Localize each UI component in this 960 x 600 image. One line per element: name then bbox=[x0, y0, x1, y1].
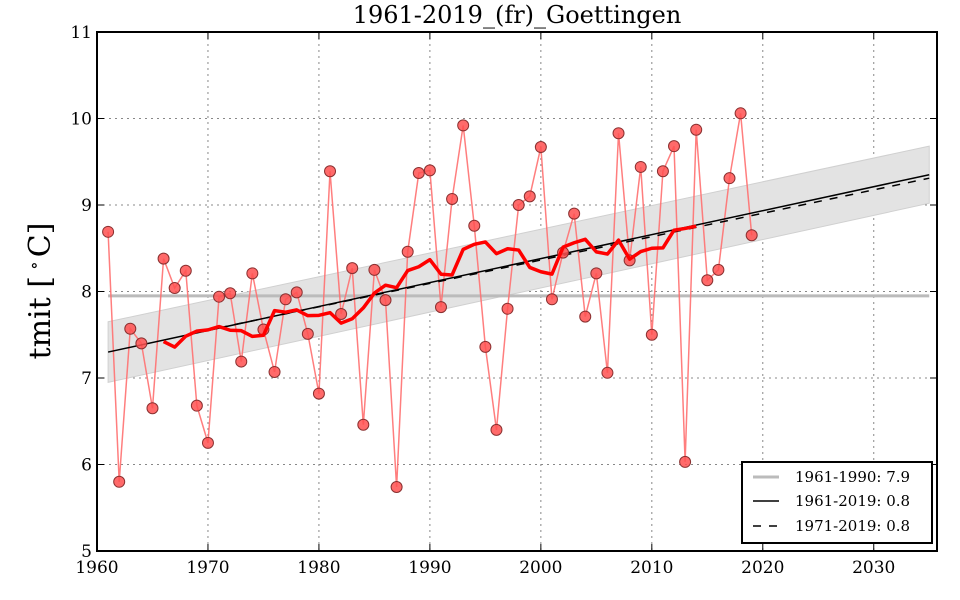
annual-point bbox=[179, 264, 192, 277]
annual-point bbox=[545, 293, 558, 306]
annual-point bbox=[168, 282, 181, 295]
x-tick-label: 2000 bbox=[519, 558, 562, 578]
annual-point bbox=[634, 160, 647, 173]
y-tick-label: 9 bbox=[81, 196, 92, 216]
annual-point bbox=[701, 274, 714, 287]
y-axis-label-unit: C] bbox=[23, 223, 58, 258]
annual-point bbox=[723, 172, 736, 185]
annual-point bbox=[745, 229, 758, 242]
annual-point bbox=[479, 340, 492, 353]
annual-point bbox=[379, 294, 392, 307]
y-tick-label: 6 bbox=[81, 456, 92, 476]
legend-label-trend-1971: 1971-2019: 0.8 bbox=[795, 517, 910, 535]
annual-point bbox=[656, 165, 669, 178]
annual-point bbox=[312, 387, 325, 400]
x-tick-label: 2030 bbox=[852, 558, 895, 578]
annual-point bbox=[401, 245, 414, 258]
annual-point bbox=[501, 302, 514, 315]
running-mean-line bbox=[162, 224, 697, 349]
annual-point bbox=[423, 164, 436, 177]
trend-line-1961-2019 bbox=[107, 173, 930, 353]
annual-point bbox=[490, 423, 503, 436]
annual-point bbox=[734, 107, 747, 120]
annual-point bbox=[135, 337, 148, 350]
chart-title: 1961-2019_(fr)_Goettingen bbox=[353, 1, 682, 29]
annual-point bbox=[190, 399, 203, 412]
annual-point bbox=[224, 287, 237, 300]
x-tick-label: 1960 bbox=[75, 558, 118, 578]
y-tick-label: 5 bbox=[81, 542, 92, 562]
annual-point bbox=[324, 165, 337, 178]
x-tick-label: 1980 bbox=[297, 558, 340, 578]
legend: 1961-1990: 7.9 1961-2019: 0.8 1971-2019:… bbox=[741, 461, 933, 544]
annual-point bbox=[534, 141, 547, 154]
annual-point bbox=[124, 322, 137, 335]
annual-point bbox=[157, 252, 170, 265]
annual-point bbox=[712, 263, 725, 276]
x-tick-labels: 1960 1970 1980 1990 2000 2010 2020 2030 bbox=[75, 558, 895, 578]
annual-point bbox=[590, 267, 603, 280]
annual-point bbox=[246, 267, 259, 280]
annual-point bbox=[301, 327, 314, 340]
annual-point bbox=[235, 355, 248, 368]
annual-point bbox=[146, 402, 159, 415]
annual-point bbox=[457, 119, 470, 132]
annual-point bbox=[679, 455, 692, 468]
annual-points-layer bbox=[102, 107, 758, 493]
annual-point bbox=[113, 475, 126, 488]
y-tick-labels: 5 6 7 8 9 10 11 bbox=[70, 23, 92, 562]
x-tick-label: 2010 bbox=[630, 558, 673, 578]
axis-ticks bbox=[96, 31, 937, 552]
y-tick-label: 11 bbox=[70, 23, 92, 43]
y-axis-label-main: tmit [ bbox=[23, 276, 58, 359]
annual-point bbox=[523, 190, 536, 203]
annual-point bbox=[102, 225, 115, 238]
y-tick-label: 7 bbox=[81, 369, 92, 389]
legend-label-baseline: 1961-1990: 7.9 bbox=[795, 468, 910, 486]
annual-point bbox=[446, 192, 459, 205]
annual-point bbox=[290, 286, 303, 299]
running-mean-layer bbox=[162, 224, 697, 349]
annual-point bbox=[601, 366, 614, 379]
y-axis-label-degree: ∘ bbox=[24, 261, 45, 270]
annual-point bbox=[357, 418, 370, 431]
x-tick-label: 1970 bbox=[186, 558, 229, 578]
annual-point bbox=[645, 328, 658, 341]
y-tick-label: 8 bbox=[81, 283, 92, 303]
x-tick-label: 2020 bbox=[741, 558, 784, 578]
annual-point bbox=[612, 127, 625, 140]
annual-point bbox=[279, 293, 292, 306]
annual-point bbox=[335, 307, 348, 320]
annual-point bbox=[368, 263, 381, 276]
annual-point bbox=[512, 199, 525, 211]
annual-point bbox=[213, 290, 226, 303]
annual-point bbox=[201, 436, 214, 449]
annual-point bbox=[346, 262, 359, 275]
annual-point bbox=[434, 301, 447, 314]
annual-point bbox=[268, 365, 281, 378]
trend-layer bbox=[107, 173, 930, 353]
x-tick-label: 1990 bbox=[408, 558, 451, 578]
y-axis-label: tmit [ ∘ C] bbox=[23, 223, 58, 360]
annual-point bbox=[412, 166, 425, 179]
y-tick-label: 10 bbox=[70, 110, 92, 130]
annual-point bbox=[468, 219, 481, 232]
annual-point bbox=[579, 310, 592, 323]
annual-point bbox=[690, 123, 703, 136]
annual-point bbox=[668, 140, 681, 153]
annual-point bbox=[390, 480, 403, 493]
annual-point bbox=[568, 207, 581, 220]
legend-label-trend-1961: 1961-2019: 0.8 bbox=[795, 492, 910, 510]
